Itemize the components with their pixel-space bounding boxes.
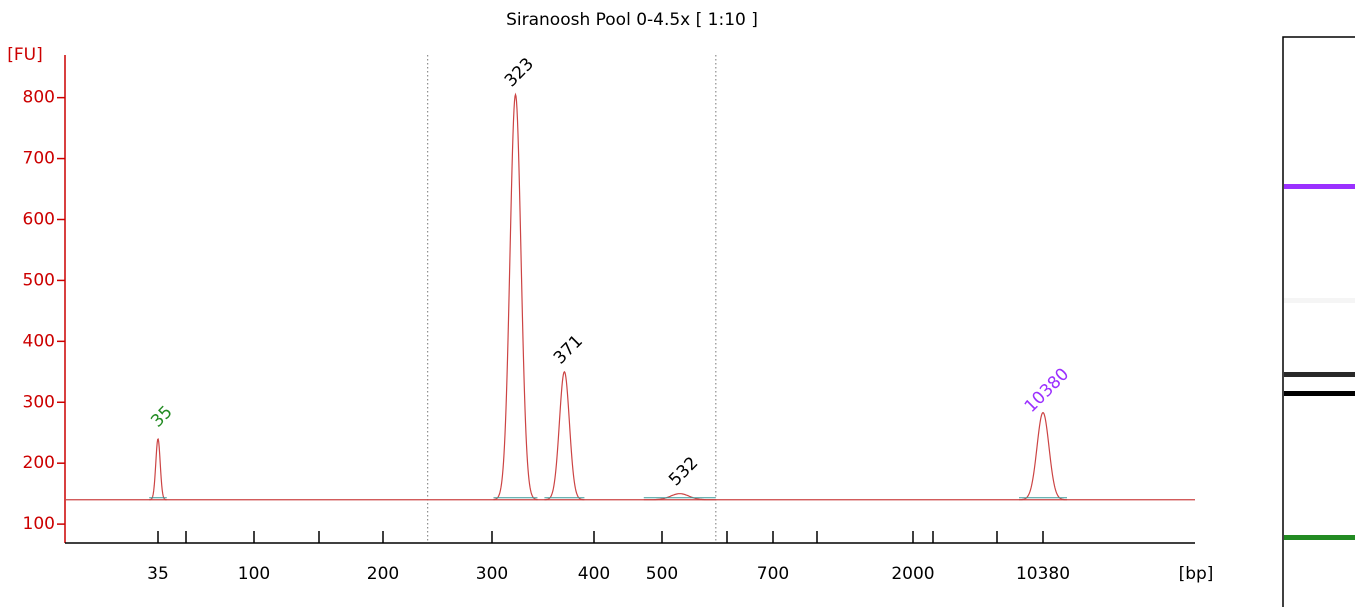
peak	[493, 92, 538, 501]
y-tick-label: 700	[23, 149, 55, 169]
x-tick-label: 200	[367, 564, 399, 584]
x-tick-label: 35	[147, 564, 169, 584]
x-tick-label: 300	[476, 564, 508, 584]
gel-band	[1284, 535, 1355, 540]
y-tick-label: 100	[23, 514, 55, 534]
y-tick-label: 300	[23, 392, 55, 412]
peak-label: 35	[147, 402, 176, 431]
x-tick-label: 500	[646, 564, 678, 584]
x-tick-label: 100	[238, 564, 270, 584]
y-tick-label: 500	[23, 270, 55, 290]
chart-title: Siranoosh Pool 0-4.5x [ 1:10 ]	[506, 10, 758, 30]
peak	[1019, 411, 1067, 501]
gel-band	[1284, 298, 1355, 303]
y-tick-label: 200	[23, 453, 55, 473]
gel-band	[1284, 372, 1355, 377]
y-tick-label: 800	[23, 88, 55, 108]
peak-label: 323	[501, 54, 538, 91]
x-tick-label: 700	[757, 564, 789, 584]
y-tick-label: 600	[23, 209, 55, 229]
gel-band	[1284, 184, 1355, 189]
peak	[149, 438, 167, 501]
y-tick-label: 400	[23, 331, 55, 351]
peak-label: 371	[550, 331, 587, 368]
gel-band	[1284, 391, 1355, 396]
x-tick-label: 400	[578, 564, 610, 584]
gel-lane	[1282, 36, 1355, 607]
peak	[544, 370, 585, 501]
y-axis-label: [FU]	[7, 45, 43, 65]
x-tick-label: 2000	[891, 564, 934, 584]
x-tick-label: 10380	[1016, 564, 1070, 584]
peak-label: 10380	[1021, 364, 1073, 416]
peak	[643, 493, 716, 501]
peak-label: 532	[665, 453, 702, 490]
x-axis-label: [bp]	[1179, 564, 1214, 584]
